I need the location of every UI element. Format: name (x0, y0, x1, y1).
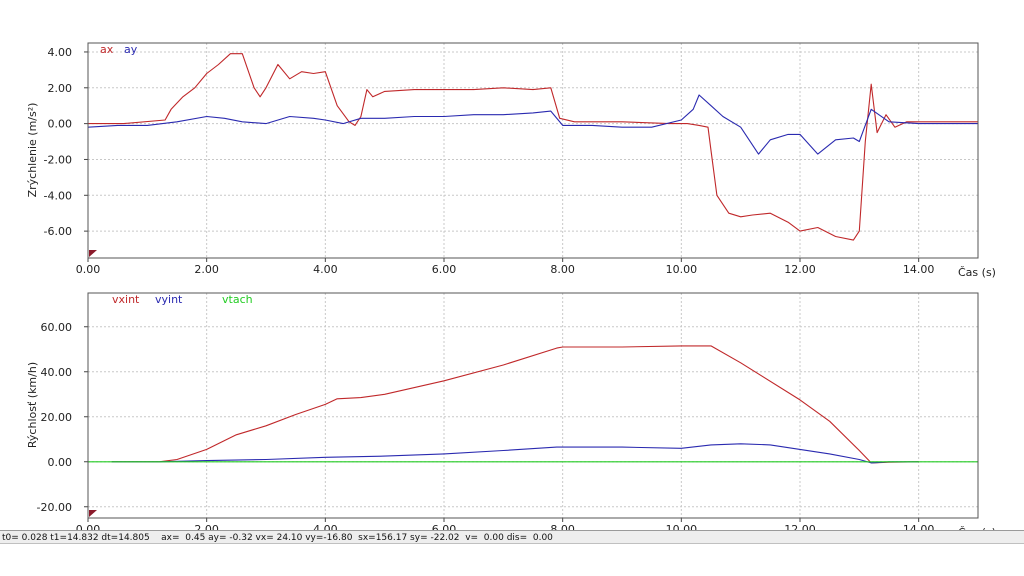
legend-vtach: vtach (222, 293, 253, 306)
chart-panel-1: 0.00 2.00 4.00 6.00 8.00 10.00 12.00 14.00 4.00 2… (26, 42, 996, 279)
x-tick-label: 8.00 (550, 523, 575, 530)
charts-area: 0.00 2.00 4.00 6.00 8.00 10.00 12.00 14.00 4.00 2… (26, 42, 996, 530)
x-tick-label: 2.00 (194, 523, 219, 530)
series-line-vyint (111, 443, 919, 464)
series-line-vxint (111, 345, 919, 464)
series-line-ax (88, 53, 978, 241)
legend-ay: ay (124, 43, 138, 56)
plot-background (88, 293, 978, 518)
y-axis-label: Zrýchlenie (m/s²) (26, 103, 39, 198)
y-axis-label: Rýchlosť (km/h) (26, 362, 39, 448)
x-tick-label: 14.00 (903, 523, 935, 530)
x-tick-label: 4.00 (313, 263, 338, 276)
x-tick-label: 6.00 (432, 523, 457, 530)
legend-vyint: vyint (155, 293, 183, 306)
x-tick-label: 0.00 (76, 523, 101, 530)
x-tick-label: 0.00 (76, 263, 101, 276)
x-axis-label: Čas (s) (958, 266, 996, 279)
y-tick-label: 4.00 (48, 46, 73, 59)
x-tick-label: 10.00 (666, 263, 698, 276)
x-axis-label: Čas (s) (958, 526, 996, 530)
y-tick-label: -2.00 (44, 153, 72, 166)
x-tick-label: 12.00 (784, 523, 816, 530)
y-tick-label: -6.00 (44, 225, 72, 238)
plot-frame (87, 292, 979, 519)
y-tick-label: -4.00 (44, 189, 72, 202)
x-tick-label: 4.00 (313, 523, 338, 530)
y-tick-label: 2.00 (48, 82, 73, 95)
y-tick-label: 40.00 (41, 366, 73, 379)
y-tick-label: 0.00 (48, 118, 73, 131)
x-tick-label: 14.00 (903, 263, 935, 276)
status-bar: t0= 0.028 t1=14.832 dt=14.805 ax= 0.45 a… (0, 530, 1024, 544)
x-tick-label: 2.00 (194, 263, 219, 276)
plot-frame (87, 42, 979, 259)
x-tick-label: 10.00 (666, 523, 698, 530)
y-tick-label: 20.00 (41, 411, 73, 424)
series-line-ay (87, 94, 978, 155)
plot-background (88, 43, 978, 258)
cursor-marker (89, 510, 97, 517)
chart-panel-2: 0.00 2.00 4.00 6.00 8.00 10.00 12.00 14.00 60.00… (26, 292, 996, 530)
legend-ax: ax (100, 43, 114, 56)
x-tick-label: 8.00 (550, 263, 575, 276)
x-tick-label: 6.00 (432, 263, 457, 276)
legend-vxint: vxint (112, 293, 140, 306)
y-tick-label: 0.00 (48, 456, 73, 469)
y-tick-label: -20.00 (37, 501, 72, 514)
cursor-marker (89, 250, 97, 257)
x-tick-label: 12.00 (784, 263, 816, 276)
y-tick-label: 60.00 (41, 321, 73, 334)
